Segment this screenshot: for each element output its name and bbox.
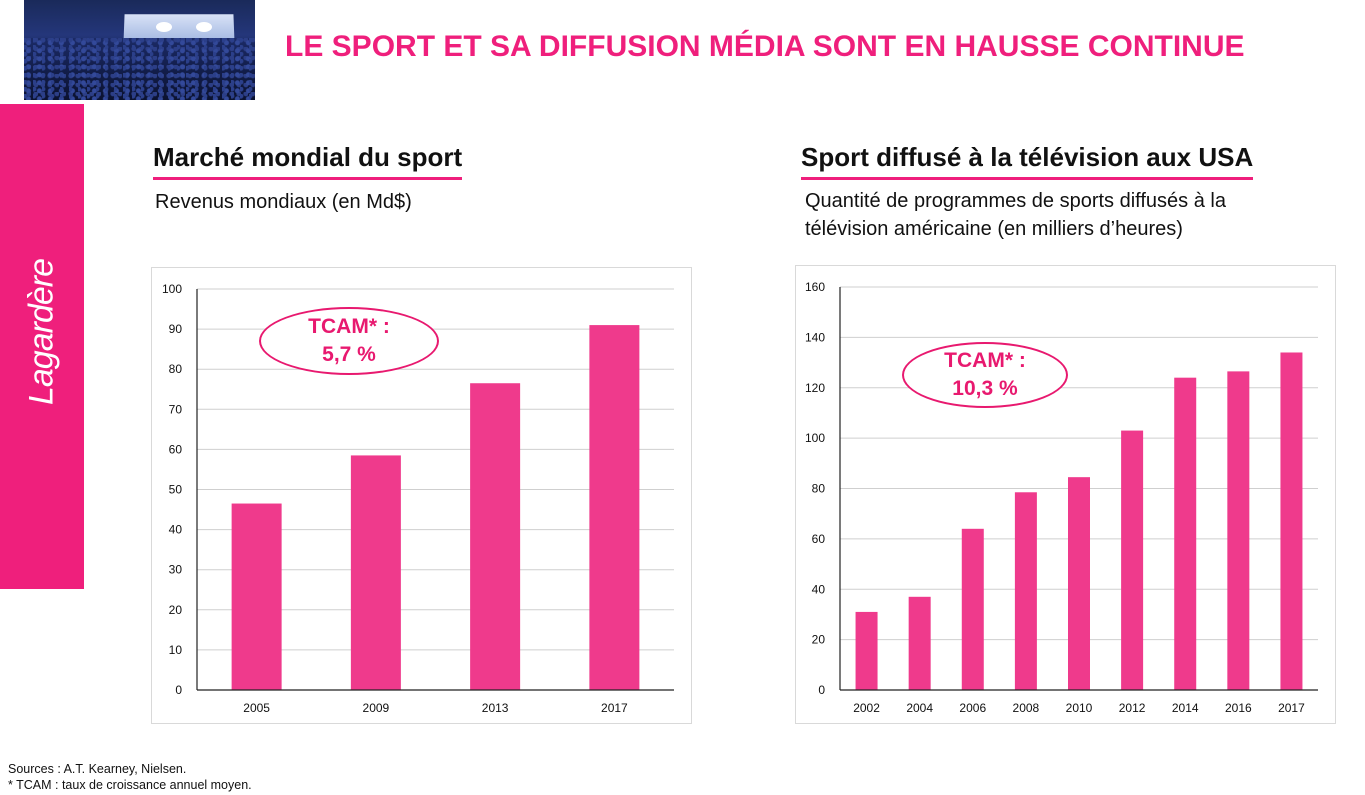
left-bar-2009 — [350, 455, 401, 690]
left-x-tick-label: 2013 — [482, 701, 509, 715]
left-y-tick-label: 10 — [169, 643, 183, 657]
left-x-tick-label: 2017 — [601, 701, 628, 715]
left-y-tick-label: 40 — [169, 523, 183, 537]
right-tcam-badge: TCAM* : 10,3 % — [902, 342, 1068, 408]
left-y-tick-label: 0 — [175, 683, 182, 697]
conference-photo — [24, 0, 255, 100]
right-x-tick-label: 2006 — [959, 701, 986, 715]
left-tcam-value: 5,7 % — [322, 343, 376, 366]
right-bar-2006 — [961, 528, 984, 690]
left-y-tick-label: 50 — [169, 483, 183, 497]
right-x-tick-label: 2016 — [1225, 701, 1252, 715]
left-chart-subtitle: Revenus mondiaux (en Md$) — [155, 191, 412, 213]
right-bar-2012 — [1121, 430, 1144, 690]
tcam-footnote: * TCAM : taux de croissance annuel moyen… — [8, 778, 252, 792]
page-title: LE SPORT ET SA DIFFUSION MÉDIA SONT EN H… — [285, 30, 1245, 63]
right-y-tick-label: 0 — [818, 683, 825, 697]
right-y-tick-label: 120 — [805, 381, 825, 395]
right-y-tick-label: 20 — [812, 633, 826, 647]
right-y-tick-label: 60 — [812, 532, 826, 546]
stage-screen-left — [156, 22, 172, 32]
right-bar-2010 — [1068, 477, 1090, 690]
right-x-tick-label: 2014 — [1172, 701, 1199, 715]
left-y-tick-label: 30 — [169, 563, 183, 577]
left-chart-title: Marché mondial du sport — [153, 142, 463, 180]
right-y-tick-label: 40 — [812, 582, 826, 596]
stage-screen-right — [196, 22, 212, 32]
right-bar-2008 — [1014, 492, 1037, 690]
right-chart-frame: 0 20 40 60 80 100 120 140 160 2002 2004 2006 2008 201… — [795, 265, 1336, 724]
left-y-tick-label: 80 — [169, 362, 183, 376]
right-chart-subtitle: Quantité de programmes de sports diffusé… — [805, 187, 1226, 243]
left-tcam-badge: TCAM* : 5,7 % — [259, 307, 439, 375]
right-y-tick-label: 140 — [805, 330, 825, 344]
right-bar-2002 — [855, 611, 878, 690]
right-y-tick-label: 160 — [805, 280, 825, 294]
right-x-tick-label: 2004 — [906, 701, 933, 715]
right-x-tick-label: 2002 — [853, 701, 880, 715]
right-tcam-value: 10,3 % — [952, 377, 1018, 400]
left-y-tick-label: 20 — [169, 603, 183, 617]
right-subtitle-line1: Quantité de programmes de sports diffusé… — [805, 190, 1226, 212]
right-tcam-label: TCAM* : — [944, 349, 1026, 372]
footer-sources: Sources : A.T. Kearney, Nielsen. * TCAM … — [8, 761, 252, 793]
right-x-tick-label: 2012 — [1119, 701, 1146, 715]
right-subtitle-line2: télévision américaine (en milliers d’heu… — [805, 218, 1183, 240]
left-y-tick-label: 60 — [169, 442, 183, 456]
left-bar-2013 — [470, 383, 521, 690]
right-bar-chart: 0 20 40 60 80 100 120 140 160 2002 2004 2006 2008 201… — [805, 280, 1318, 715]
left-bar-2017 — [589, 325, 640, 690]
right-bar-2016 — [1227, 371, 1250, 690]
right-x-tick-label: 2008 — [1013, 701, 1040, 715]
right-bar-2004 — [908, 596, 931, 690]
right-y-tick-label: 100 — [805, 431, 825, 445]
left-y-tick-label: 90 — [169, 322, 183, 336]
right-chart-title: Sport diffusé à la télévision aux USA — [801, 142, 1254, 180]
left-x-tick-label: 2005 — [243, 701, 270, 715]
left-y-tick-label: 100 — [162, 282, 182, 296]
left-y-tick-label: 70 — [169, 402, 183, 416]
right-bar-2014 — [1174, 377, 1197, 690]
right-x-tick-label: 2010 — [1066, 701, 1093, 715]
left-bar-chart: 0 10 20 30 40 50 60 70 80 90 100 2005 2009 2013 2017 — [162, 282, 674, 715]
lagardere-logo: Lagardère — [22, 258, 61, 406]
right-x-tick-label: 2017 — [1278, 701, 1305, 715]
left-x-tick-label: 2009 — [363, 701, 390, 715]
brand-banner: Lagardère — [0, 104, 84, 589]
right-y-tick-label: 80 — [812, 482, 826, 496]
left-bar-2005 — [231, 503, 282, 690]
left-tcam-label: TCAM* : — [308, 315, 390, 338]
right-bar-2017 — [1280, 352, 1303, 690]
sources-text: Sources : A.T. Kearney, Nielsen. — [8, 762, 187, 776]
audience-crowd — [24, 38, 255, 100]
